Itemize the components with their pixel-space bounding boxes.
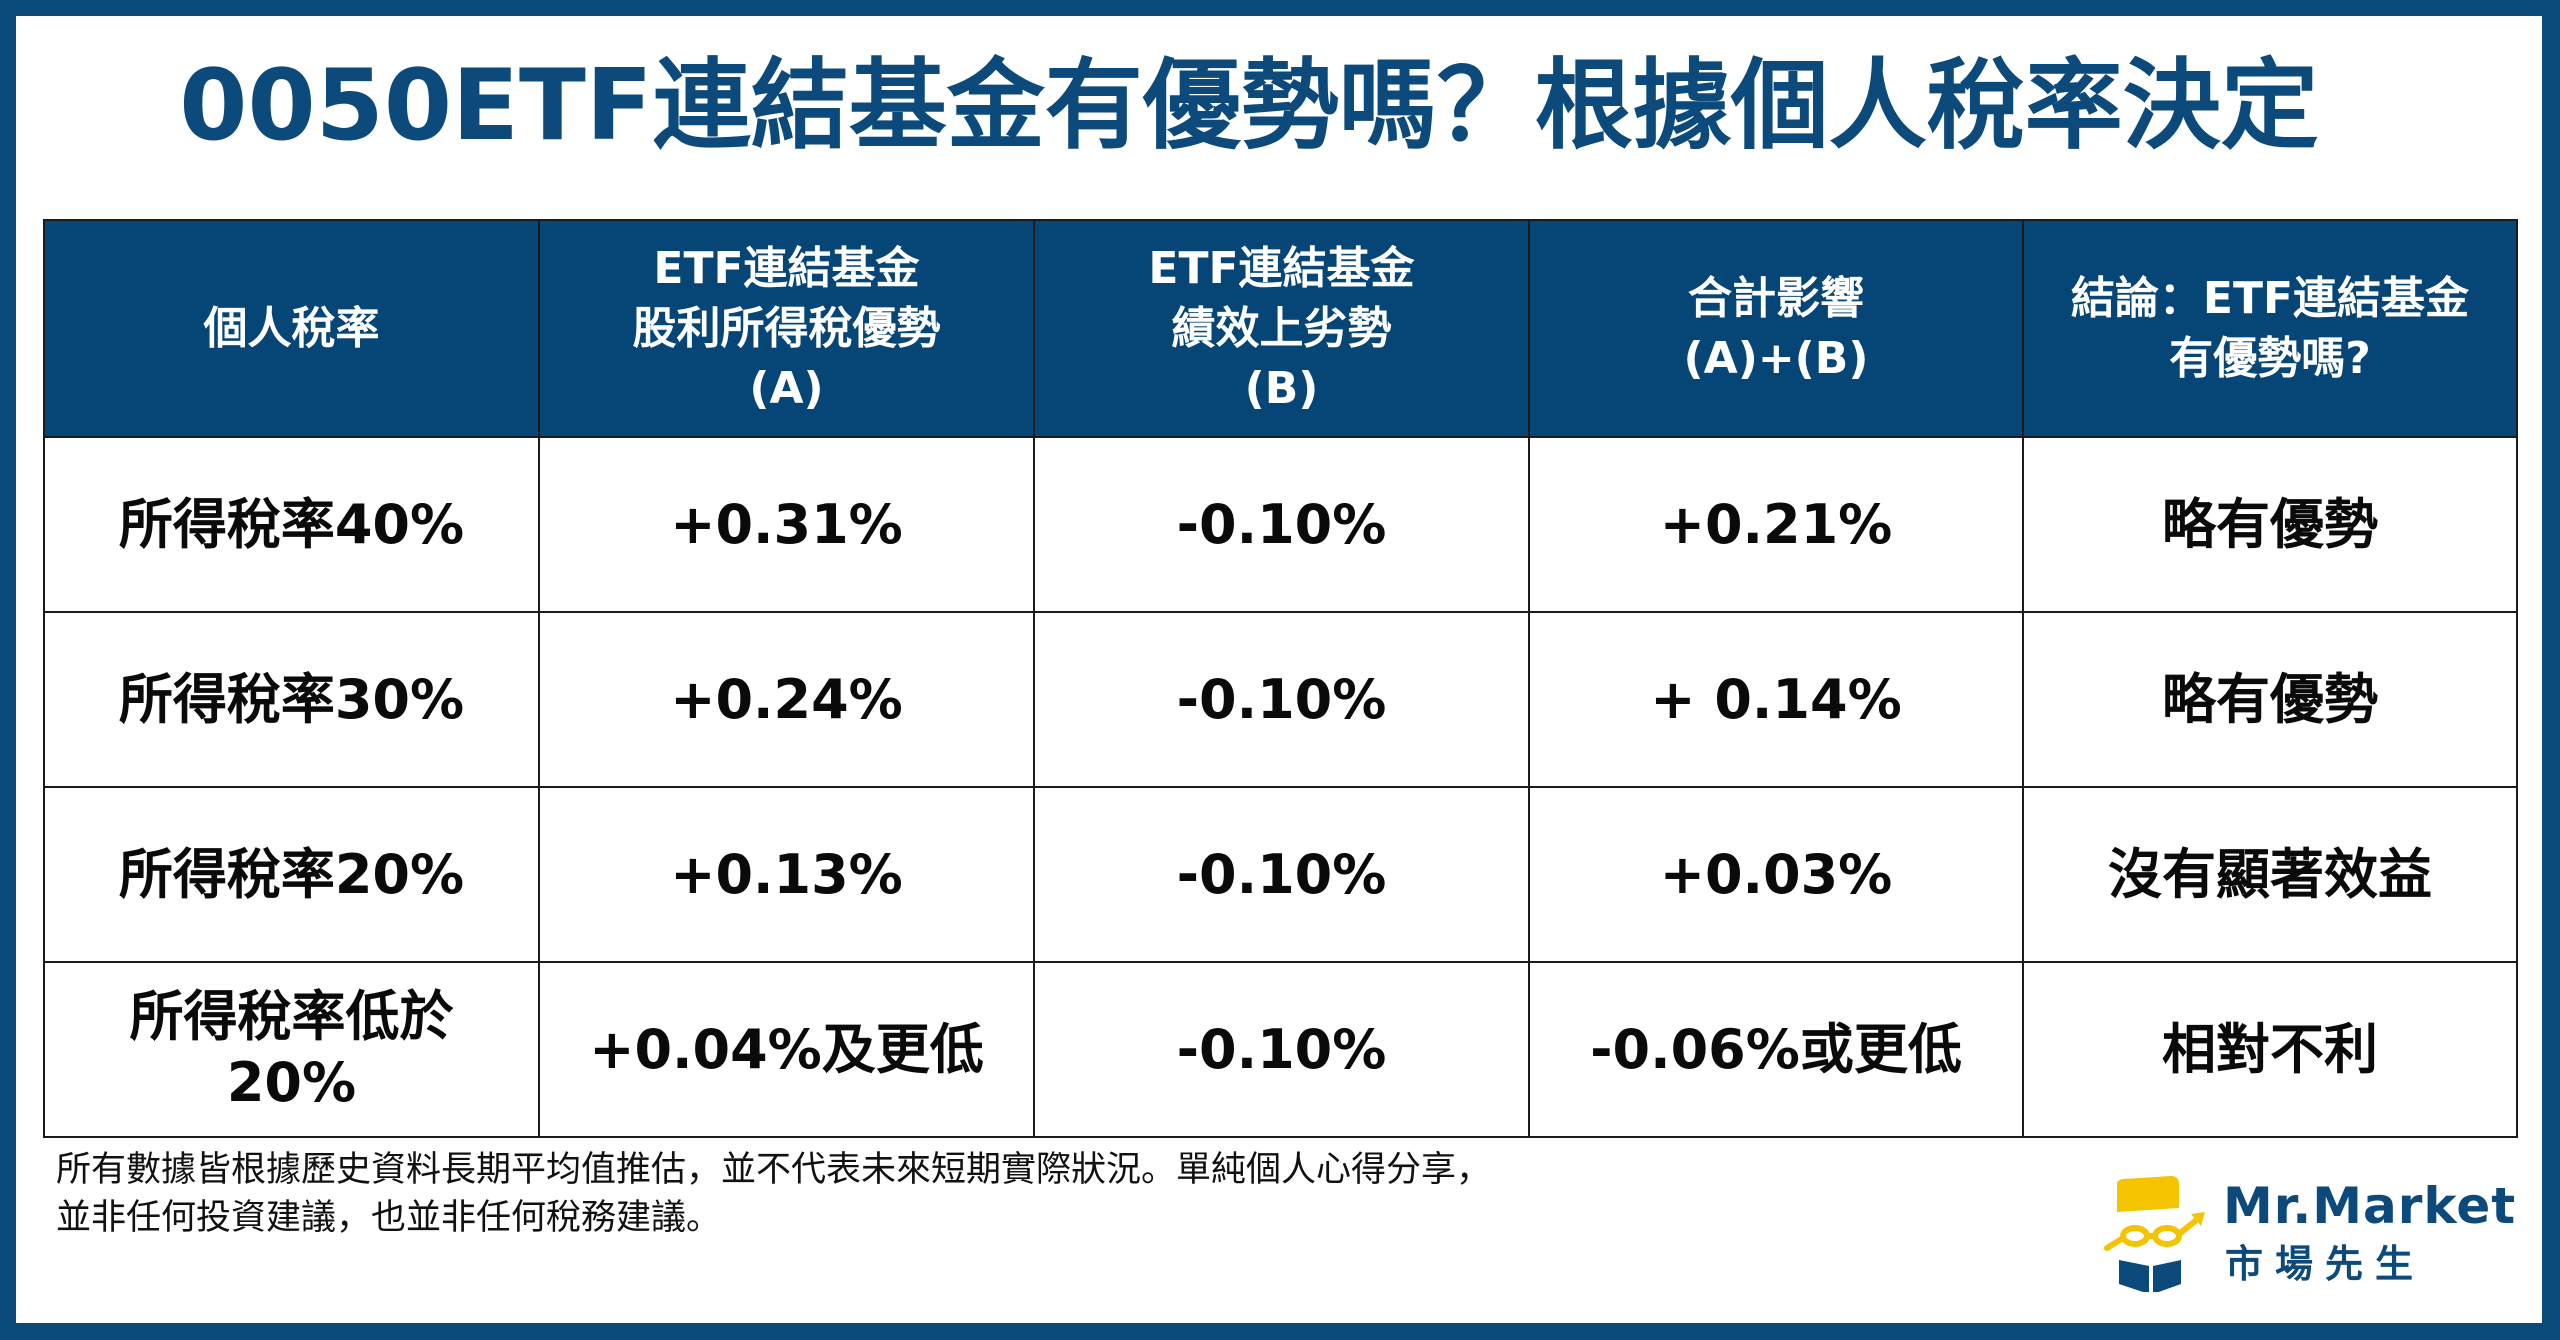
cell-combined-effect: -0.06%或更低 [1528, 961, 2024, 1138]
header-combined-effect: 合計影響 (A)+(B) [1528, 219, 2024, 438]
page-title: 0050ETF連結基金有優勢嗎？根據個人稅率決定 [179, 49, 2319, 163]
header-performance-disadvantage: ETF連結基金 績效上劣勢 (B) [1033, 219, 1530, 438]
table-row: 所得稅率低於 20% +0.04%及更低 -0.10% -0.06%或更低 相對… [43, 961, 2518, 1138]
brand-name-zh: 市場先生 [2225, 1242, 2426, 1286]
mr-market-mascot-icon [2104, 1176, 2205, 1292]
disclaimer-line: 並非任何投資建議，也並非任何稅務建議。 [56, 1198, 722, 1238]
brand-logo: Mr.Market 市場先生 [2101, 1172, 2521, 1292]
disclaimer: 所有數據皆根據歷史資料長期平均值推估，並不代表未來短期實際狀況。單純個人心得分享… [56, 1146, 1491, 1242]
cell-performance-disadvantage: -0.10% [1033, 961, 1530, 1138]
cell-tax-rate: 所得稅率30% [43, 611, 540, 788]
header-conclusion: 結論：ETF連結基金 有優勢嗎? [2022, 219, 2518, 438]
cell-text: 所得稅率40% [118, 492, 465, 556]
cell-combined-effect: +0.21% [1528, 436, 2024, 613]
cell-conclusion: 略有優勢 [2022, 611, 2518, 788]
cell-tax-rate: 所得稅率20% [43, 786, 540, 963]
cell-conclusion: 相對不利 [2022, 961, 2518, 1138]
table-row: 所得稅率40% +0.31% -0.10% +0.21% 略有優勢 [43, 436, 2518, 613]
header-line: ETF連結基金 [653, 242, 920, 294]
cell-conclusion: 略有優勢 [2022, 436, 2518, 613]
cell-text: 20% [226, 1050, 357, 1114]
header-line: (B) [1244, 362, 1319, 414]
cell-tax-rate: 所得稅率低於 20% [43, 961, 540, 1138]
cell-dividend-tax-advantage: +0.24% [538, 611, 1035, 788]
cell-conclusion: 沒有顯著效益 [2022, 786, 2518, 963]
header-line: (A) [749, 362, 824, 414]
header-tax-rate: 個人稅率 [43, 219, 540, 438]
infographic-frame: 0050ETF連結基金有優勢嗎？根據個人稅率決定 個人稅率 ETF連結基金 股利… [16, 16, 2542, 1323]
cell-text: 所得稅率低於 [129, 984, 454, 1048]
cell-dividend-tax-advantage: +0.04%及更低 [538, 961, 1035, 1138]
header-line: ETF連結基金 [1148, 242, 1415, 294]
table-header-row: 個人稅率 ETF連結基金 股利所得稅優勢 (A) ETF連結基金 績效上劣勢 (… [43, 219, 2518, 438]
cell-combined-effect: +0.03% [1528, 786, 2024, 963]
header-line: (A)+(B) [1683, 332, 1869, 384]
cell-performance-disadvantage: -0.10% [1033, 786, 1530, 963]
header-line: 個人稅率 [203, 302, 380, 354]
table-row: 所得稅率30% +0.24% -0.10% + 0.14% 略有優勢 [43, 611, 2518, 788]
brand-name-en: Mr.Market [2223, 1177, 2517, 1235]
header-line: 合計影響 [1688, 272, 1864, 324]
cell-tax-rate: 所得稅率40% [43, 436, 540, 613]
header-line: 有優勢嗎? [2169, 332, 2371, 384]
table-row: 所得稅率20% +0.13% -0.10% +0.03% 沒有顯著效益 [43, 786, 2518, 963]
cell-dividend-tax-advantage: +0.31% [538, 436, 1035, 613]
comparison-table: 個人稅率 ETF連結基金 股利所得稅優勢 (A) ETF連結基金 績效上劣勢 (… [43, 219, 2518, 1138]
cell-text: 所得稅率20% [118, 842, 465, 906]
header-dividend-tax-advantage: ETF連結基金 股利所得稅優勢 (A) [538, 219, 1035, 438]
cell-text: 所得稅率30% [118, 667, 465, 731]
header-line: 績效上劣勢 [1171, 302, 1392, 354]
header-line: 股利所得稅優勢 [632, 302, 941, 354]
cell-performance-disadvantage: -0.10% [1033, 611, 1530, 788]
disclaimer-line: 所有數據皆根據歷史資料長期平均值推估，並不代表未來短期實際狀況。單純個人心得分享… [56, 1150, 1492, 1190]
cell-performance-disadvantage: -0.10% [1033, 436, 1530, 613]
header-line: 結論：ETF連結基金 [2070, 272, 2470, 324]
cell-dividend-tax-advantage: +0.13% [538, 786, 1035, 963]
cell-combined-effect: + 0.14% [1528, 611, 2024, 788]
